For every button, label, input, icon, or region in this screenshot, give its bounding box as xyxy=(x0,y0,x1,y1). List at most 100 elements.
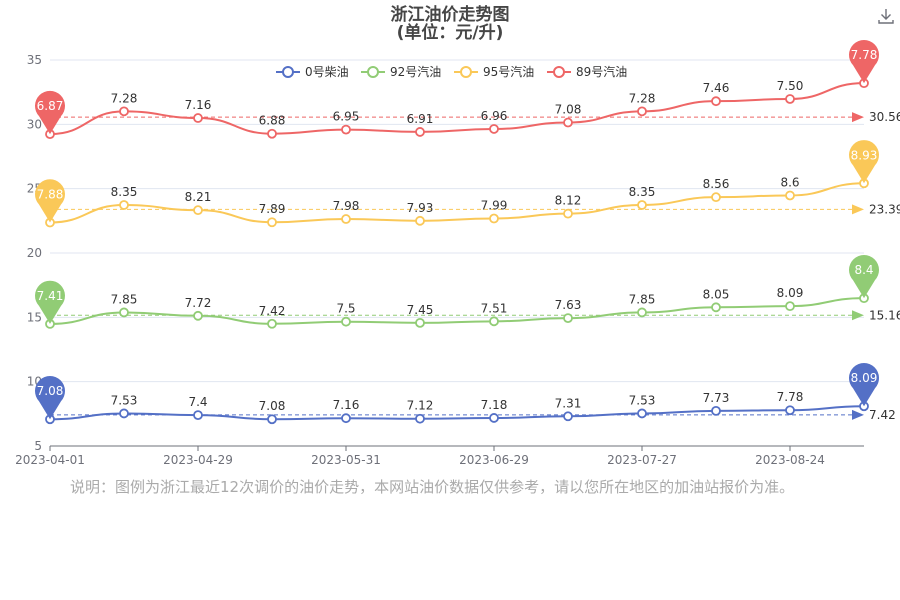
data-point xyxy=(637,408,647,419)
chart-subtitle: (单位：元/升) xyxy=(397,22,504,43)
legend-marker xyxy=(460,66,472,78)
pin-shape xyxy=(849,39,879,84)
data-point xyxy=(489,213,499,224)
data-point xyxy=(193,410,203,421)
extreme-pin: 8.09 xyxy=(849,363,880,407)
data-label: 7.42 xyxy=(259,304,286,318)
extreme-pin: 8.93 xyxy=(849,140,880,184)
average-lines: 7.42 15.16 23.39 30.56 xyxy=(50,110,900,422)
data-point xyxy=(341,124,351,135)
pin-label: 7.88 xyxy=(37,188,64,202)
data-label: 7.78 xyxy=(777,390,804,404)
data-point xyxy=(711,192,721,203)
data-label: 7.50 xyxy=(777,79,804,93)
data-label: 7.53 xyxy=(629,393,656,407)
average-arrow xyxy=(852,204,864,215)
data-point xyxy=(785,94,795,104)
data-label: 7.85 xyxy=(629,292,656,306)
data-label: 7.99 xyxy=(481,199,508,213)
footnote: 说明：图例为浙江最近12次调价的油价走势，本网站油价数据仅供参考，请以您所在地区… xyxy=(70,478,795,496)
legend-label: 95号汽油 xyxy=(483,64,534,79)
extreme-pin: 7.88 xyxy=(35,179,65,223)
average-label: 30.56 xyxy=(869,110,900,124)
data-label: 7.63 xyxy=(555,298,582,312)
data-point xyxy=(637,106,647,117)
pin-label: 6.87 xyxy=(37,99,64,113)
data-label: 7.12 xyxy=(407,399,434,413)
data-label: 8.05 xyxy=(703,287,730,301)
pin-shape xyxy=(35,280,65,324)
grid xyxy=(50,59,864,383)
chart-title: 浙江油价走势图 xyxy=(391,4,510,25)
pin-label: 8.09 xyxy=(851,371,878,385)
data-label: 7.98 xyxy=(333,199,360,213)
legend-item[interactable]: 0号柴油 xyxy=(276,65,349,79)
y-tick-label: 20 xyxy=(27,246,42,260)
data-labels: 7.53 7.4 7.08 7.16 7.12 7.18 7.31 7.53 7.73 7.78 7… xyxy=(111,79,804,413)
legend-item[interactable]: 95号汽油 xyxy=(454,64,534,79)
data-label: 7.16 xyxy=(333,398,360,412)
data-label: 6.88 xyxy=(259,114,286,128)
data-label: 7.45 xyxy=(407,303,434,317)
data-point xyxy=(341,413,351,424)
pin-shape xyxy=(35,90,65,135)
extreme-pin: 7.08 xyxy=(35,376,65,420)
data-point xyxy=(341,316,351,327)
average-label: 23.39 xyxy=(869,202,900,216)
data-label: 7.85 xyxy=(111,292,138,306)
data-label: 8.21 xyxy=(185,190,212,204)
data-point xyxy=(267,217,277,228)
data-label: 8.12 xyxy=(555,194,582,208)
data-label: 6.96 xyxy=(481,109,508,123)
y-tick-label: 35 xyxy=(27,53,42,67)
data-point xyxy=(119,200,129,210)
legend[interactable]: 0号柴油 92号汽油 95号汽油 89号汽油 xyxy=(276,64,627,79)
pin-label: 7.78 xyxy=(851,48,878,62)
data-label: 7.73 xyxy=(703,391,730,405)
data-point xyxy=(711,96,721,107)
legend-marker xyxy=(282,66,294,78)
average-arrow xyxy=(852,310,864,321)
data-point xyxy=(341,214,351,224)
legend-item[interactable]: 89号汽油 xyxy=(547,64,627,79)
data-point xyxy=(563,117,573,128)
data-point xyxy=(637,200,647,210)
pin-label: 8.4 xyxy=(854,263,873,277)
data-point xyxy=(415,317,425,328)
data-label: 7.08 xyxy=(259,399,286,413)
legend-label: 0号柴油 xyxy=(305,65,349,79)
y-tick-label: 15 xyxy=(27,310,42,324)
data-label: 7.93 xyxy=(407,201,434,215)
data-label: 7.16 xyxy=(185,98,212,112)
series-line xyxy=(49,82,865,136)
data-point xyxy=(415,413,425,424)
data-label: 7.5 xyxy=(336,302,355,316)
data-label: 8.35 xyxy=(111,185,138,199)
average-arrow xyxy=(852,112,864,123)
download-icon[interactable] xyxy=(876,6,896,26)
data-label: 6.91 xyxy=(407,112,434,126)
data-label: 7.51 xyxy=(481,301,508,315)
extreme-markers: 7.08 8.09 7.41 8.4 7.88 8.93 6.87 7.78 xyxy=(35,39,880,420)
data-label: 8.35 xyxy=(629,185,656,199)
legend-marker xyxy=(367,66,379,78)
data-point xyxy=(563,313,573,324)
data-point xyxy=(193,310,203,321)
series-line xyxy=(49,297,865,325)
pin-shape xyxy=(35,179,65,223)
legend-label: 92号汽油 xyxy=(390,64,441,79)
data-label: 8.09 xyxy=(777,286,804,300)
data-point xyxy=(563,208,573,219)
x-tick-label: 2023-04-01 xyxy=(15,453,85,467)
data-point xyxy=(119,106,129,117)
extreme-pin: 6.87 xyxy=(35,90,65,135)
y-tick-label: 5 xyxy=(34,439,42,453)
legend-item[interactable]: 92号汽油 xyxy=(361,64,441,79)
data-label: 7.28 xyxy=(111,91,138,105)
data-point xyxy=(193,113,203,123)
data-label: 7.28 xyxy=(629,91,656,105)
pin-label: 7.08 xyxy=(37,384,64,398)
x-tick-label: 2023-05-31 xyxy=(311,453,381,467)
data-point xyxy=(119,408,129,419)
